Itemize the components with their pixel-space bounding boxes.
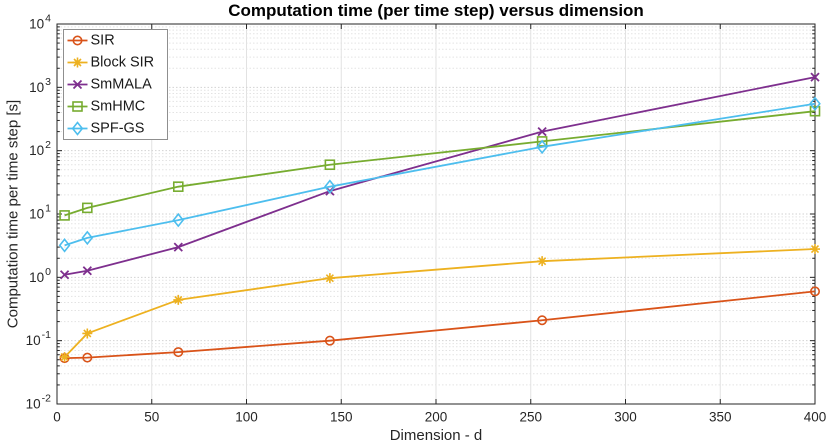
legend-item-smhmc: SmHMC — [67, 99, 146, 115]
y-tick-labels: 10-2 10-1 100 101 102 103 104 — [26, 13, 52, 412]
legend-label: SPF-GS — [91, 121, 145, 137]
y-tick-label: 100 — [29, 266, 51, 285]
legend-item-smmala: SmMALA — [67, 77, 153, 93]
legend-label: Block SIR — [91, 55, 155, 71]
x-tick-labels: 0 50 100 150 200 250 300 350 400 — [53, 410, 826, 425]
legend-label: SmHMC — [91, 99, 146, 115]
y-tick-label: 101 — [29, 203, 51, 222]
y-tick-label: 10-1 — [26, 329, 52, 348]
legend-label: SmMALA — [91, 77, 153, 93]
y-tick-label: 103 — [29, 76, 51, 95]
x-tick-label: 150 — [330, 410, 353, 425]
grid-lines — [57, 24, 815, 404]
x-tick-label: 300 — [614, 410, 637, 425]
x-tick-label: 50 — [144, 410, 159, 425]
y-tick-label: 10-2 — [26, 393, 52, 412]
legend-label: SIR — [91, 33, 115, 49]
chart-title: Computation time (per time step) versus … — [228, 1, 644, 20]
series-sir — [59, 286, 820, 364]
x-tick-label: 200 — [425, 410, 448, 425]
series-block-sir — [59, 244, 820, 363]
y-axis-label: Computation time per time step [s] — [4, 99, 22, 329]
x-tick-label: 0 — [53, 410, 61, 425]
legend-item-spf-gs: SPF-GS — [67, 121, 145, 137]
x-tick-label: 350 — [709, 410, 732, 425]
y-tick-label: 104 — [29, 13, 51, 32]
y-tick-label: 102 — [29, 139, 51, 158]
x-tick-label: 100 — [235, 410, 258, 425]
legend: SIR Block SIR SmMALA SmHMC SPF-GS — [63, 29, 168, 140]
legend-item-block-sir: Block SIR — [67, 55, 155, 71]
series-spf-gs — [58, 96, 821, 253]
x-tick-label: 400 — [804, 410, 827, 425]
x-axis-label: Dimension - d — [389, 427, 483, 444]
x-tick-label: 250 — [519, 410, 542, 425]
legend-item-sir: SIR — [67, 33, 115, 49]
series-smhmc — [59, 105, 821, 221]
